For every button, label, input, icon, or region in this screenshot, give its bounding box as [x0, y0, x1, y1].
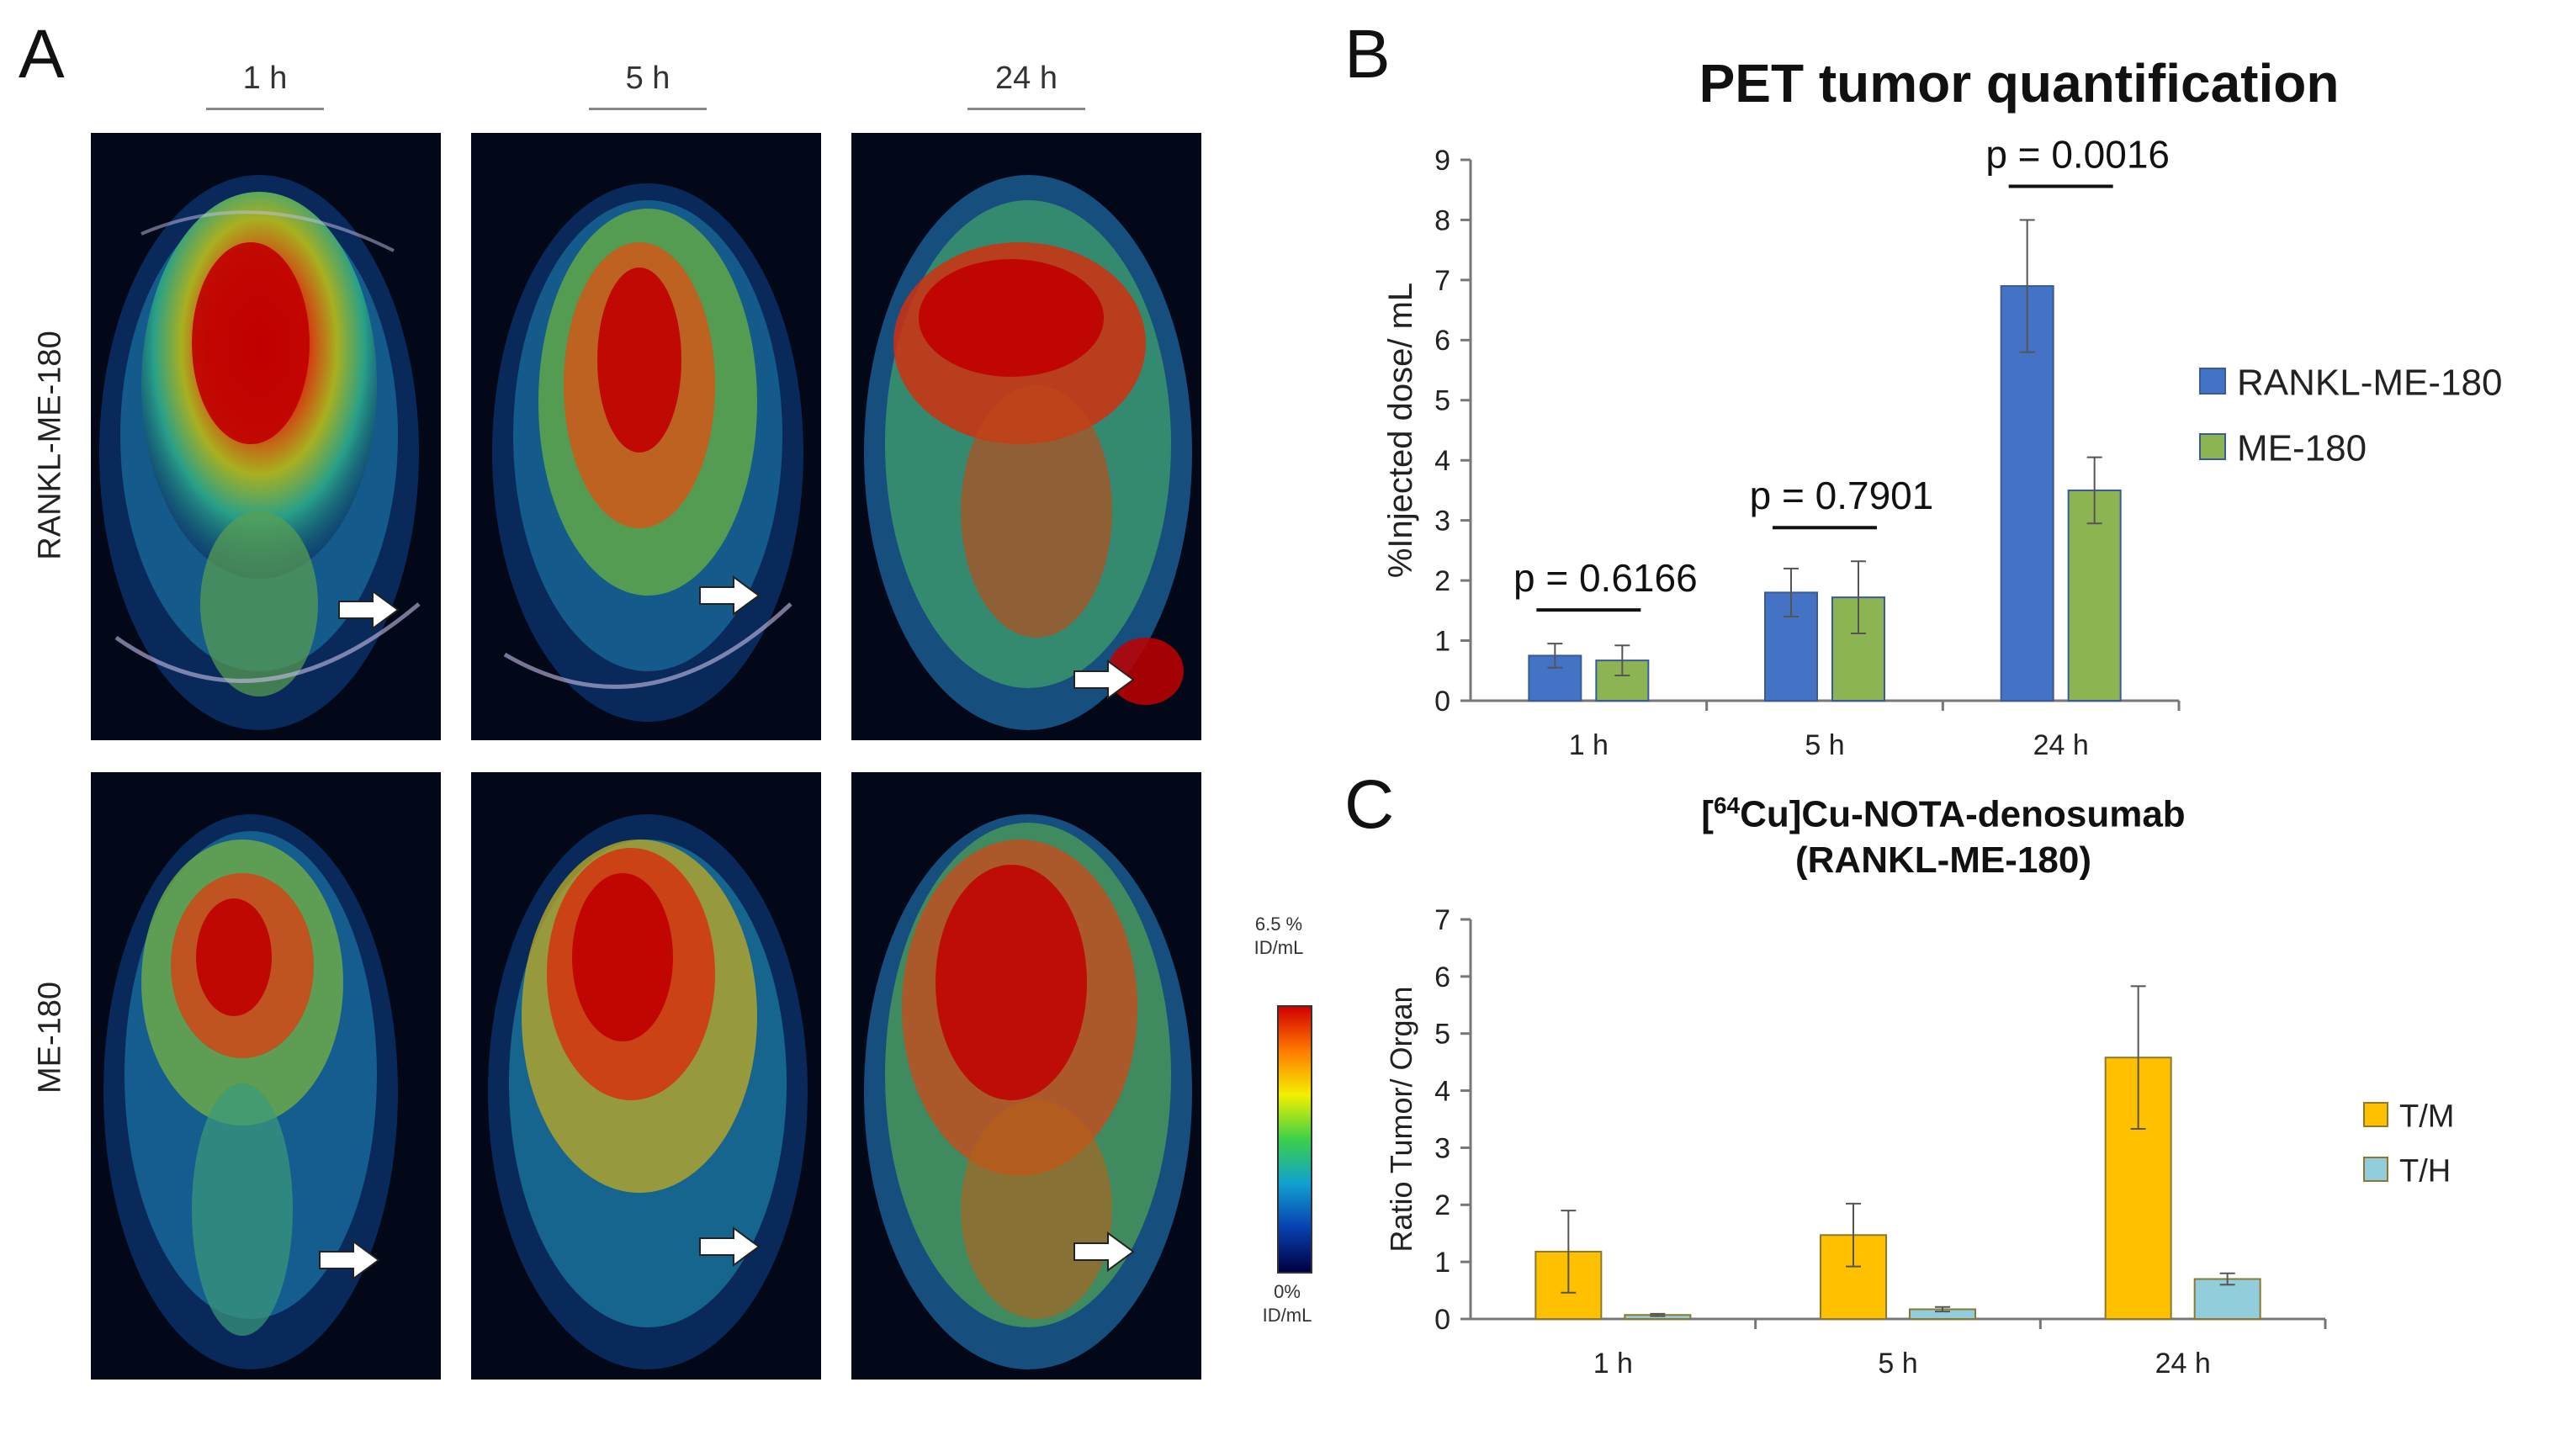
panel-c-letter: C [1344, 766, 1395, 843]
chart-c-legend-swatch [2363, 1102, 2388, 1127]
chart-c-y-label: Ratio Tumor/ Organ [1384, 986, 1418, 1252]
chart-b-bar-ME-180-24 h [2067, 489, 2122, 702]
pet-image-rankl-24h [851, 133, 1201, 740]
chart-b-legend-swatch [2199, 433, 2226, 460]
chart-b-ytick-label: 6 [1434, 325, 1450, 357]
chart-c-ytick-label: 2 [1434, 1189, 1450, 1221]
chart-b-y-label: %Injected dose/ mL [1382, 283, 1419, 578]
chart-b-ytick-label: 9 [1434, 145, 1450, 177]
chart-c-legend-label: T/H [2399, 1154, 2451, 1189]
column-underline-5h [589, 108, 707, 110]
chart-b-legend-label: ME-180 [2237, 428, 2367, 469]
chart-c-ytick-label: 6 [1434, 961, 1450, 993]
column-underline-24h [967, 108, 1085, 110]
chart-c-xtick-label: 1 h [1593, 1348, 1633, 1380]
chart-c-title-line2: (RANKL-ME-180) [1795, 839, 2091, 881]
chart-b-ytick-label: 0 [1434, 686, 1450, 718]
column-label-24h: 24 h [995, 61, 1057, 96]
chart-b-title: PET tumor quantification [1699, 53, 2340, 114]
chart-c-ytick-label: 4 [1434, 1075, 1450, 1107]
right-arrow-icon [699, 575, 761, 616]
pet-image-me180-1h [91, 772, 441, 1380]
pet-image-me180-24h [851, 772, 1201, 1380]
pet-image-rankl-1h [91, 133, 441, 740]
chart-b-ytick-label: 1 [1434, 625, 1450, 657]
chart-c-xtick-label: 24 h [2155, 1348, 2211, 1380]
chart-b-xtick-label: 24 h [2033, 729, 2089, 761]
colorbar-min-label: 0% ID/mL [1262, 1281, 1312, 1326]
colorbar-max-label: 6.5 % ID/mL [1254, 914, 1304, 958]
right-arrow-icon [338, 590, 400, 630]
chart-b-pvalue-label: p = 0.7901 [1750, 474, 1934, 517]
chart-b-legend-label: RANKL-ME-180 [2237, 363, 2502, 404]
column-label-1h: 1 h [242, 61, 288, 96]
chart-b-legend-swatch [2199, 368, 2226, 395]
panel-b-letter: B [1344, 16, 1391, 93]
column-label-5h: 5 h [625, 61, 671, 96]
chart-c-ytick-label: 7 [1434, 904, 1450, 936]
chart-b-ytick-label: 3 [1434, 506, 1450, 538]
chart-b-ytick-label: 5 [1434, 385, 1450, 417]
chart-b-ytick-label: 8 [1434, 204, 1450, 236]
chart-b-pvalue-label: p = 0.6166 [1513, 556, 1698, 600]
chart-b-xtick-label: 5 h [1805, 729, 1844, 761]
chart-c-title-prefix: [ [1701, 793, 1714, 835]
chart-c-xtick-label: 5 h [1878, 1348, 1917, 1380]
chart-c-title: [64Cu]Cu-NOTA-denosumab (RANKL-ME-180) [1556, 792, 2330, 882]
chart-b-ytick-label: 7 [1434, 265, 1450, 297]
chart-c-title-main: Cu]Cu-NOTA-denosumab [1740, 793, 2186, 835]
chart-c-ytick-label: 0 [1434, 1304, 1450, 1336]
pet-image-me180-5h [471, 772, 821, 1380]
chart-c-bar-T/M-24 h [2104, 1057, 2172, 1320]
chart-b-ytick-label: 4 [1434, 445, 1450, 477]
right-arrow-icon [319, 1240, 380, 1280]
pet-image-rankl-5h [471, 133, 821, 740]
colorbar [1277, 1005, 1312, 1274]
column-underline-1h [206, 108, 324, 110]
right-arrow-icon [699, 1226, 761, 1267]
chart-b-xtick-label: 1 h [1569, 729, 1609, 761]
chart-c-ytick-label: 1 [1434, 1247, 1450, 1279]
chart-c-ytick-label: 3 [1434, 1132, 1450, 1164]
right-arrow-icon [1073, 1231, 1135, 1272]
chart-c-title-sup: 64 [1713, 792, 1741, 818]
chart-c-legend-swatch [2363, 1157, 2388, 1182]
chart-c-ytick-label: 5 [1434, 1019, 1450, 1051]
chart-b-pvalue-label: p = 0.0016 [1985, 132, 2170, 176]
chart-c-legend-label: T/M [2399, 1099, 2454, 1135]
right-arrow-icon [1073, 659, 1135, 700]
chart-b-ytick-label: 2 [1434, 565, 1450, 597]
panel-a-letter: A [19, 16, 65, 93]
